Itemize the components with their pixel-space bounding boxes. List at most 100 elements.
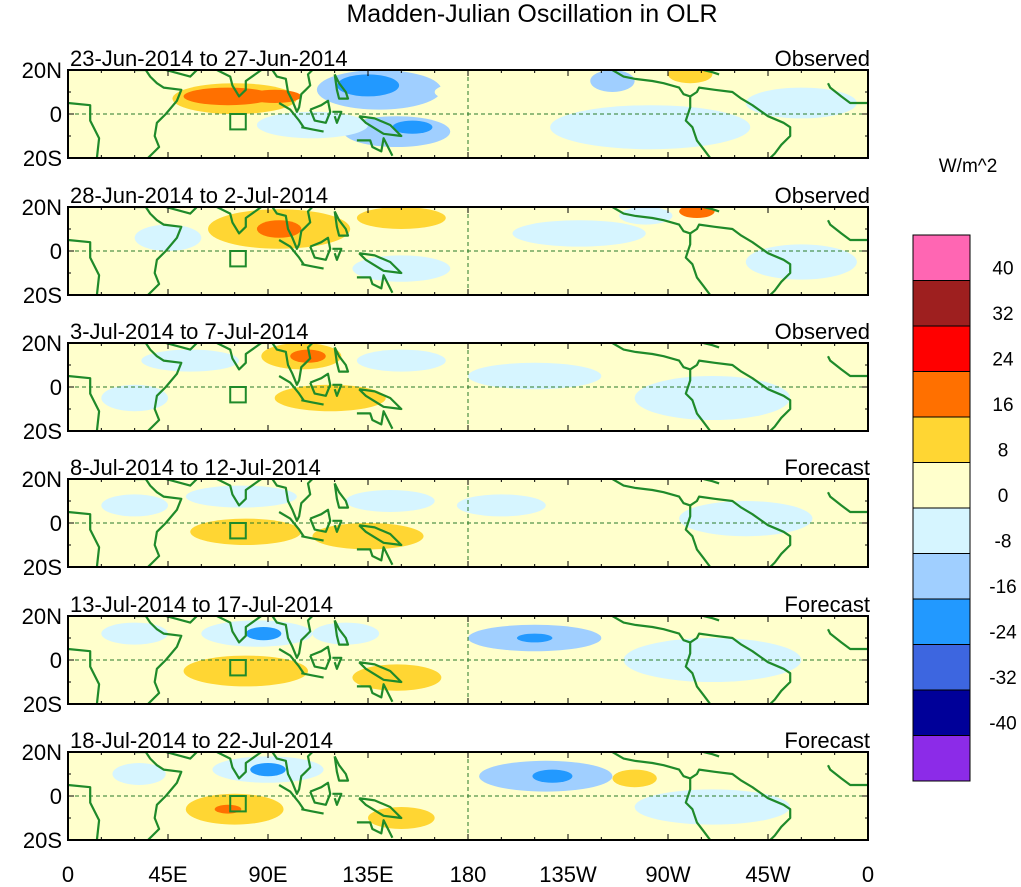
y-tick-label: 20S (23, 692, 62, 717)
olr-anomaly (112, 763, 166, 785)
colorbar-swatch (912, 371, 971, 418)
olr-anomaly (352, 255, 451, 282)
map-panel: 20N 0 20S 13-Jul-2014 to 17-Jul-2014 Forecas… (22, 592, 870, 717)
olr-anomaly (250, 763, 286, 777)
colorbar-swatch (912, 234, 971, 281)
panel-period: 8-Jul-2014 to 12-Jul-2014 (70, 455, 321, 480)
colorbar-swatch (912, 462, 971, 509)
reference-box (229, 386, 247, 404)
olr-anomaly (619, 207, 673, 225)
x-tick-label: 0 (862, 862, 874, 887)
coastline (68, 616, 868, 704)
olr-anomaly (101, 384, 168, 412)
colorbar-swatch (912, 416, 971, 463)
y-tick-label: 20N (22, 331, 62, 356)
panel-label: Observed (775, 319, 870, 344)
olr-anomaly (550, 105, 751, 150)
map-panel: 20N 0 20S 3-Jul-2014 to 7-Jul-2014 Observed (22, 319, 870, 444)
x-tick-label: 45E (148, 862, 187, 887)
olr-anomaly (101, 494, 168, 517)
chart-title: Madden-Julian Oscillation in OLR (346, 0, 717, 28)
panel-period: 3-Jul-2014 to 7-Jul-2014 (70, 319, 308, 344)
olr-anomaly (356, 207, 446, 229)
x-tick-label: 135W (539, 862, 597, 887)
olr-anomaly (141, 349, 240, 372)
colorbar-level-label: 40 (992, 259, 1013, 280)
y-tick-label: 0 (50, 648, 62, 673)
olr-anomaly (345, 490, 435, 512)
colorbar-swatch (912, 689, 971, 736)
olr-anomaly (101, 622, 168, 645)
olr-anomaly (745, 244, 857, 280)
olr-anomaly (130, 85, 184, 108)
colorbar-swatch (912, 598, 971, 645)
panel-label: Observed (775, 183, 870, 208)
olr-anomaly (183, 87, 273, 106)
y-tick-label: 20N (22, 58, 62, 83)
colorbar-level-label: 32 (992, 304, 1013, 325)
olr-anomaly (596, 485, 651, 499)
coastline (68, 70, 868, 158)
olr-anomaly (456, 494, 546, 517)
olr-anomaly (679, 207, 715, 218)
olr-anomaly (336, 74, 400, 97)
y-tick-label: 20S (23, 283, 62, 308)
olr-anomaly (356, 349, 446, 372)
x-tick-label: 90E (248, 862, 287, 887)
panel-label: Observed (775, 46, 870, 71)
anomaly-field (134, 207, 857, 282)
olr-anomaly (256, 220, 302, 238)
colorbar-level-label: -24 (989, 623, 1017, 644)
olr-anomaly (668, 70, 713, 84)
olr-anomaly (612, 769, 657, 788)
olr-anomaly (274, 384, 386, 412)
panel-period: 28-Jun-2014 to 2-Jul-2014 (70, 183, 328, 208)
y-tick-label: 20N (22, 467, 62, 492)
y-tick-label: 20N (22, 195, 62, 220)
y-tick-label: 0 (50, 511, 62, 536)
reference-box (229, 250, 247, 268)
olr-anomaly (512, 220, 646, 247)
reference-box (229, 113, 247, 131)
panel-period: 18-Jul-2014 to 22-Jul-2014 (70, 728, 333, 753)
colorbar-level-label: 16 (992, 395, 1013, 416)
reference-box (229, 795, 247, 813)
panel-label: Forecast (784, 728, 870, 753)
panels: 20N 0 20S 23-Jun-2014 to 27-Jun-2014 Observe… (22, 46, 870, 853)
y-tick-label: 20S (23, 828, 62, 853)
olr-anomaly (634, 376, 791, 420)
y-tick-label: 20N (22, 740, 62, 765)
olr-anomaly (590, 351, 657, 370)
x-tick-label: 135E (342, 862, 393, 887)
colorbar-swatch (912, 507, 971, 554)
y-tick-label: 20S (23, 419, 62, 444)
x-tick-label: 180 (450, 862, 487, 887)
y-tick-label: 0 (50, 375, 62, 400)
olr-anomaly (516, 633, 553, 643)
coastline (68, 207, 868, 295)
olr-anomaly (312, 523, 424, 550)
olr-anomaly (245, 627, 282, 641)
colorbar-level-label: 24 (992, 350, 1014, 371)
reference-box (229, 522, 247, 540)
colorbar: W/m^2 40 32 24 16 8 0 -8 -16 -24 -32 -40 (912, 156, 1017, 782)
olr-anomaly (532, 769, 573, 783)
panel-label: Forecast (784, 455, 870, 480)
olr-anomaly (379, 402, 468, 425)
y-tick-label: 0 (50, 102, 62, 127)
colorbar-swatch (912, 735, 971, 782)
olr-anomaly (134, 224, 202, 251)
x-tick-label: 90W (645, 862, 690, 887)
olr-anomaly (434, 78, 568, 106)
colorbar-level-label: -16 (989, 577, 1016, 598)
olr-anomaly (392, 120, 433, 134)
colorbar-level-label: -40 (989, 714, 1016, 735)
olr-anomaly (185, 485, 297, 508)
y-tick-label: 20S (23, 555, 62, 580)
colorbar-swatch (912, 644, 971, 691)
colorbar-units-label: W/m^2 (939, 156, 998, 177)
x-axis: 0 45E 90E 135E 180 135W 90W 45W 0 (62, 862, 874, 887)
colorbar-swatch (912, 325, 971, 372)
colorbar-swatch (912, 553, 971, 600)
